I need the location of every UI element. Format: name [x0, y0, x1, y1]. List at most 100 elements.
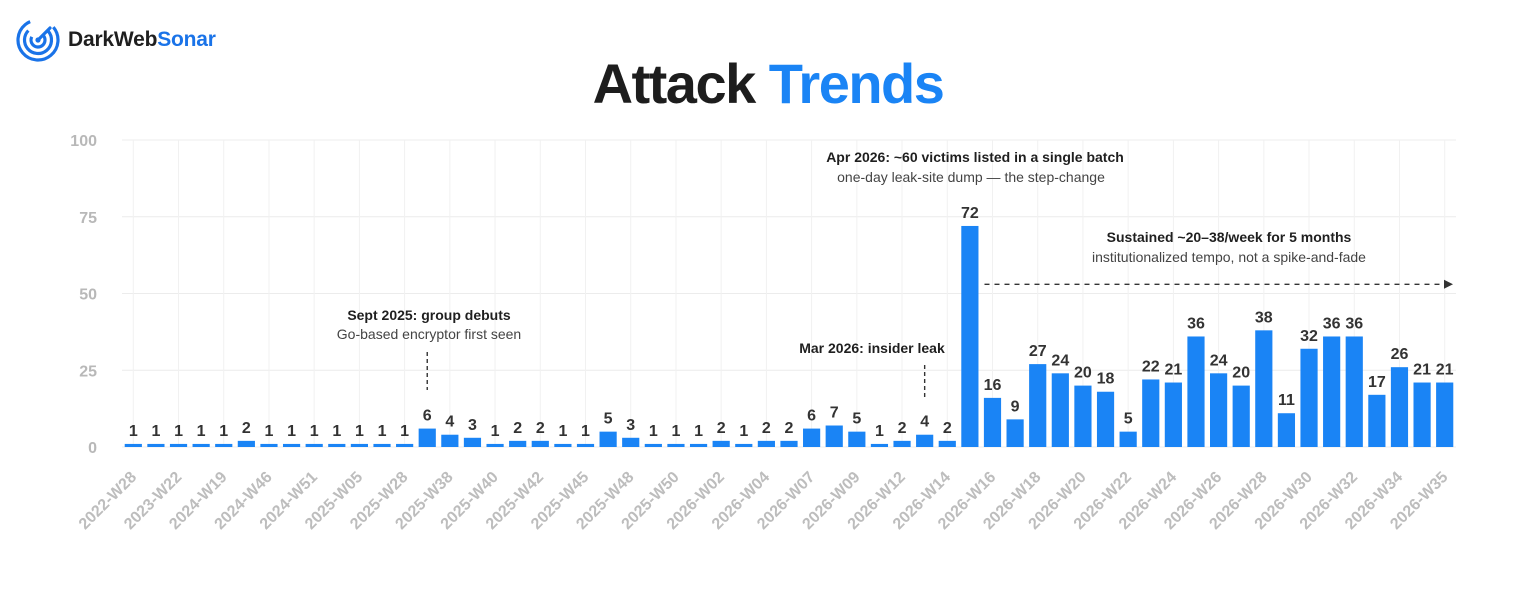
- bar-value-label: 3: [626, 417, 635, 434]
- annotation-subtitle: one-day leak-site dump — the step-change: [837, 169, 1105, 185]
- bar: [237, 440, 255, 447]
- bar-value-label: 38: [1255, 309, 1273, 326]
- bar-value-label: 21: [1164, 362, 1182, 379]
- bar: [1029, 364, 1047, 447]
- grid-lines: [122, 139, 1456, 448]
- bar: [825, 425, 843, 447]
- bar: [1051, 373, 1069, 447]
- bar-value-label: 4: [920, 414, 929, 431]
- bar-value-label: 1: [739, 423, 748, 440]
- page-title-part2: Trends: [768, 52, 945, 115]
- bar: [260, 443, 278, 447]
- bar: [350, 443, 368, 447]
- bar-value-label: 2: [717, 420, 726, 437]
- brand-name-part1: DarkWeb: [68, 28, 158, 51]
- bar-value-label: 16: [984, 377, 1002, 394]
- bar-value-label: 32: [1300, 328, 1318, 345]
- bar: [531, 440, 549, 447]
- y-tick-label: 50: [79, 287, 97, 304]
- bar-value-label: 21: [1436, 362, 1454, 379]
- bar: [757, 440, 775, 447]
- bar-value-label: 11: [1278, 392, 1295, 409]
- bar-value-label: 2: [242, 420, 251, 437]
- bar: [147, 443, 165, 447]
- bar: [938, 440, 956, 447]
- bar-value-label: 1: [400, 423, 409, 440]
- annotations: Sept 2025: group debuts Go-based encrypto…: [337, 149, 1453, 400]
- brand-name-part2: Sonar: [157, 28, 216, 51]
- bar-value-label: 5: [604, 411, 613, 428]
- bar: [893, 440, 911, 447]
- bar-value-label: 5: [852, 411, 861, 428]
- bar-value-label: 20: [1232, 365, 1250, 382]
- bar: [1187, 336, 1205, 447]
- y-tick-label: 25: [79, 363, 97, 380]
- bar: [1300, 348, 1318, 447]
- bar: [396, 443, 414, 447]
- bar: [1390, 367, 1409, 447]
- bar: [1164, 382, 1182, 447]
- bar-value-label: 2: [898, 420, 907, 437]
- annotation-title: Sustained ~20–38/week for 5 months: [1107, 229, 1352, 245]
- bar: [1255, 330, 1273, 447]
- bar: [169, 443, 188, 447]
- bar: [1345, 336, 1363, 447]
- bar: [1413, 382, 1431, 447]
- bar: [780, 440, 798, 447]
- bar-value-label: 2: [943, 420, 952, 437]
- bar-value-label: 1: [174, 423, 183, 440]
- bar: [328, 443, 346, 447]
- bar: [441, 434, 459, 447]
- bar: [916, 434, 934, 447]
- bar: [983, 397, 1002, 447]
- bar: [373, 443, 391, 447]
- bar-value-label: 4: [445, 414, 454, 431]
- bar-value-label: 36: [1187, 315, 1205, 332]
- bar: [1096, 391, 1115, 447]
- bar: [192, 443, 210, 447]
- annotation-title: Apr 2026: ~60 victims listed in a single…: [826, 149, 1124, 165]
- bar-value-label: 1: [219, 423, 228, 440]
- bar-value-label: 26: [1391, 346, 1409, 363]
- bar-value-label: 21: [1413, 362, 1431, 379]
- bar: [1277, 413, 1296, 447]
- bar-value-label: 1: [287, 423, 296, 440]
- bars: [124, 225, 1454, 447]
- bar: [622, 437, 640, 447]
- brand-name: DarkWebSonar: [68, 28, 216, 52]
- bar-value-label: 2: [536, 420, 545, 437]
- bar-value-label: 24: [1051, 352, 1069, 369]
- bar-value-label: 2: [785, 420, 794, 437]
- bar: [1210, 373, 1228, 447]
- bar: [486, 443, 504, 447]
- bar-value-label: 20: [1074, 365, 1092, 382]
- bar-value-label: 1: [151, 423, 160, 440]
- bar-value-label: 1: [355, 423, 364, 440]
- bar-value-label: 1: [265, 423, 274, 440]
- bar: [509, 440, 527, 447]
- bar-value-label: 7: [830, 405, 839, 422]
- bar-value-label: 1: [332, 423, 341, 440]
- bar-value-label: 1: [875, 423, 884, 440]
- bar-value-label: 9: [1011, 398, 1020, 415]
- bar: [689, 443, 708, 447]
- bar: [1074, 385, 1092, 447]
- annotation-title: Mar 2026: insider leak: [799, 340, 945, 356]
- radar-sonar-icon: [16, 18, 60, 62]
- sustained-arrow-head: [1444, 279, 1453, 289]
- bar-value-label: 27: [1029, 343, 1047, 360]
- y-tick-label: 75: [79, 210, 97, 227]
- bar-value-label: 1: [129, 423, 138, 440]
- bar-value-label: 22: [1142, 358, 1160, 375]
- bar-value-label: 18: [1097, 371, 1115, 388]
- bar: [961, 225, 979, 447]
- y-tick-label: 100: [70, 133, 97, 150]
- bar: [1142, 379, 1160, 447]
- bar: [124, 443, 142, 447]
- bar: [667, 443, 685, 447]
- bar-value-label: 6: [423, 408, 432, 425]
- bar-value-label: 24: [1210, 352, 1228, 369]
- brand-logo: DarkWebSonar: [16, 16, 216, 64]
